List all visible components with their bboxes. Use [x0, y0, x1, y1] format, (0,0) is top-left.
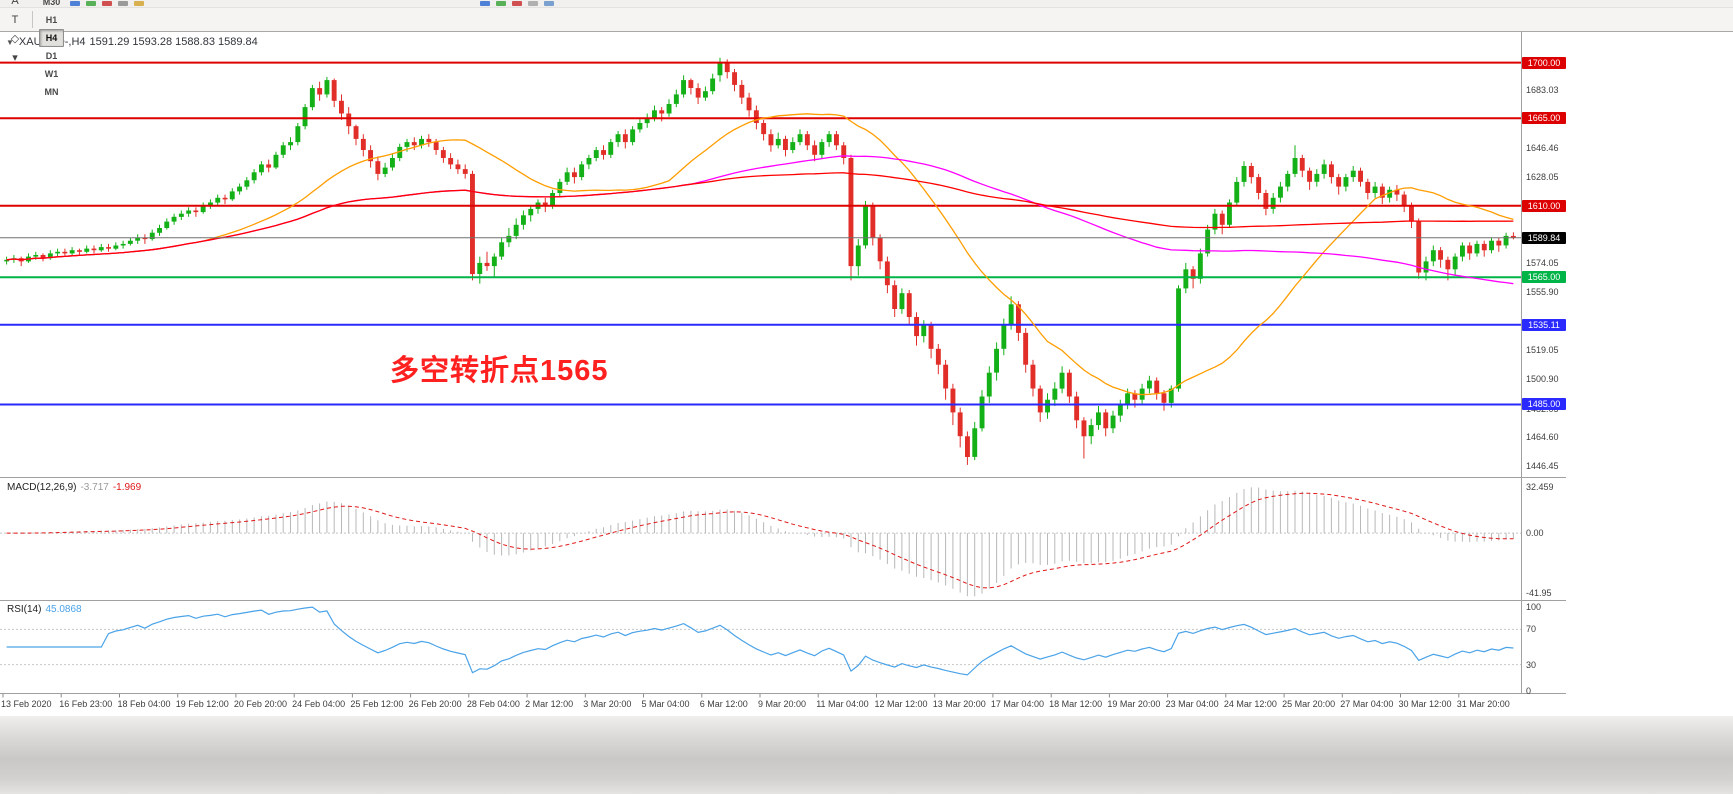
label-tool-icon[interactable]: T [11, 13, 19, 26]
timeframe-m30[interactable]: M30 [42, 0, 61, 7]
ohlc-values: 1591.29 1593.28 1588.83 1589.84 [89, 36, 258, 48]
toolbar-icon-fragment [134, 1, 144, 6]
timeframe-group: M1M5M15M30H1H4D1W1MN [38, 0, 65, 101]
chart-toolbar: ▤AT◇▾ M1M5M15M30H1H4D1W1MN [0, 0, 1733, 97]
toolbar-icon-fragment [544, 1, 554, 6]
dropdown-caret-icon[interactable]: ▾ [12, 52, 18, 64]
timeframe-w1[interactable]: W1 [44, 68, 59, 79]
timeframe-h4[interactable]: H4 [39, 28, 64, 47]
toolbar-icon-fragment [496, 1, 506, 6]
macd-indicator-label: MACD(12,26,9) -3.717 -1.969 [7, 482, 141, 493]
rsi-indicator-label: RSI(14) 45.0868 [7, 604, 82, 615]
toolbar-separator [32, 11, 33, 28]
rsi-name: RSI(14) [7, 604, 42, 615]
toolbar-icon-fragment [480, 1, 490, 6]
macd-value-signal: -1.969 [112, 482, 142, 493]
chart-annotation-text[interactable]: 多空转折点1565 [390, 355, 609, 387]
rsi-value: 45.0868 [45, 604, 82, 615]
bottom-taskbar [0, 716, 1733, 794]
toolbar-icon-fragment [118, 1, 128, 6]
time-axis[interactable] [0, 694, 1566, 714]
timeframe-mn[interactable]: MN [44, 86, 59, 97]
price-axis[interactable] [1522, 32, 1568, 693]
text-tool-icon[interactable]: A [11, 0, 19, 7]
drawing-tool-icon[interactable]: ◇ [10, 33, 20, 45]
toolbar-icon-fragment [102, 1, 112, 6]
toolbar-icon-fragment [512, 1, 522, 6]
timeframe-d1[interactable]: D1 [45, 50, 58, 61]
toolbar-icon-fragment [86, 1, 96, 6]
clipped-toolbar-row [0, 0, 1733, 8]
collapse-triangle-icon[interactable]: ▼ [6, 38, 14, 47]
toolbar-icon-fragment [70, 1, 80, 6]
macd-name: MACD(12,26,9) [7, 482, 77, 493]
toolbar-icon-fragment [528, 1, 538, 6]
timeframe-h1[interactable]: H1 [45, 14, 58, 25]
drawing-tools-group: ▤AT◇▾ [3, 0, 27, 67]
macd-value-main: -3.717 [80, 482, 109, 493]
